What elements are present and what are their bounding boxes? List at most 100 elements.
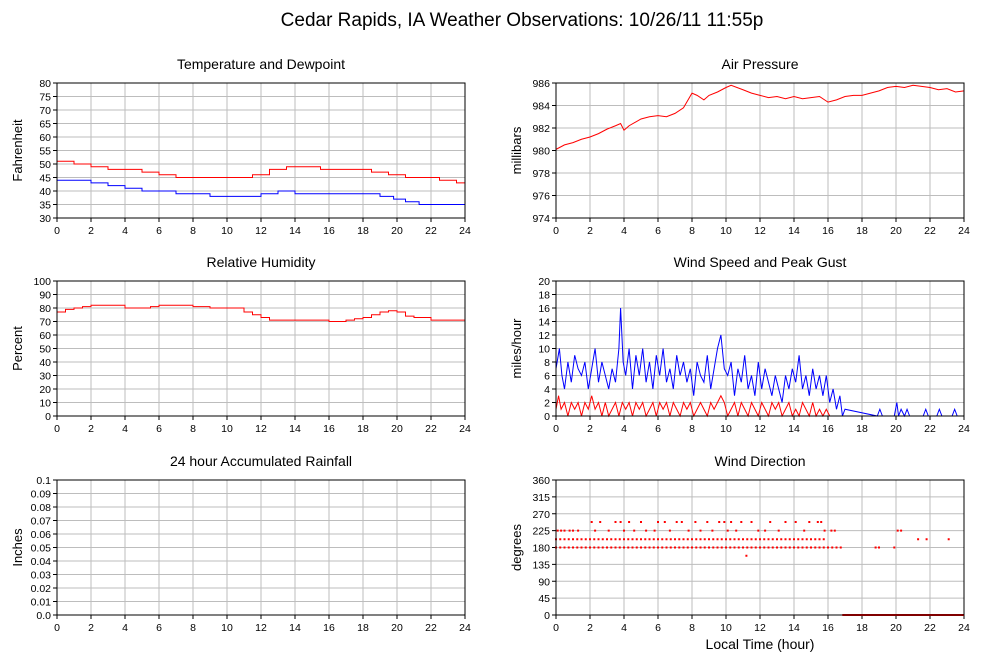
- scatter-point: [808, 521, 811, 523]
- x-tick-label: 8: [689, 423, 695, 435]
- scatter-point: [594, 529, 597, 532]
- scatter-point: [822, 538, 825, 541]
- scatter-point: [830, 529, 833, 532]
- scatter-point: [556, 529, 559, 532]
- scatter-point: [814, 546, 817, 549]
- x-tick-label: 20: [391, 423, 403, 435]
- x-tick-label: 22: [425, 225, 437, 237]
- scatter-point: [763, 546, 766, 549]
- scatter-point: [618, 546, 621, 549]
- x-tick-label: 22: [924, 423, 936, 435]
- y-axis-label: miles/hour: [509, 318, 524, 379]
- y-tick-label: 35: [39, 200, 51, 212]
- y-tick-label: 90: [39, 290, 51, 302]
- scatter-point: [686, 546, 689, 549]
- x-tick-label: 22: [425, 622, 437, 634]
- scatter-point: [780, 546, 783, 549]
- scatter-point: [746, 538, 749, 541]
- scatter-point: [764, 529, 767, 532]
- y-tick-label: 12: [538, 330, 550, 342]
- plot-frame: [56, 82, 466, 219]
- y-tick-label: 40: [39, 357, 51, 369]
- x-tick-label: 24: [459, 622, 471, 634]
- scatter-point: [737, 546, 740, 549]
- y-tick-label: 270: [532, 509, 550, 521]
- x-tick-label: 0: [54, 423, 60, 435]
- scatter-point: [559, 538, 562, 541]
- scatter-point: [597, 538, 600, 541]
- x-tick-label: 2: [587, 423, 593, 435]
- scatter-point: [576, 546, 579, 549]
- scatter-point: [726, 529, 729, 532]
- x-tick-label: 22: [924, 622, 936, 634]
- x-tick-label: 20: [391, 225, 403, 237]
- panel-temperature: 0 2 4 6 8 10 12 14 16 18 20 22 243035404550556065707…: [10, 56, 471, 237]
- y-tick-label: 80: [39, 78, 51, 90]
- x-tick-label: 8: [689, 622, 695, 634]
- x-tick-label: 4: [122, 622, 128, 634]
- scatter-point: [767, 546, 770, 549]
- y-tick-label: 60: [39, 132, 51, 144]
- scatter-point: [633, 529, 636, 532]
- x-tick-label: 14: [289, 225, 301, 237]
- x-tick-label: 18: [357, 622, 369, 634]
- x-tick-label: 10: [720, 225, 732, 237]
- x-tick-label: 4: [122, 423, 128, 435]
- y-tick-label: 0.07: [31, 516, 52, 528]
- scatter-point: [699, 538, 702, 541]
- scatter-point: [947, 538, 950, 541]
- x-tick-label: 6: [156, 423, 162, 435]
- scatter-point: [777, 529, 780, 532]
- series-line-0: [555, 307, 964, 418]
- scatter-point: [917, 538, 920, 541]
- scatter-point: [669, 538, 672, 541]
- scatter-point: [737, 538, 740, 541]
- x-tick-label: 24: [958, 225, 970, 237]
- scatter-point: [708, 546, 710, 549]
- scatter-point: [640, 546, 642, 549]
- x-tick-label: 12: [754, 225, 766, 237]
- x-tick-label: 16: [822, 423, 834, 435]
- y-tick-label: 70: [39, 105, 51, 117]
- scatter-point: [742, 538, 744, 541]
- scatter-point: [711, 529, 714, 532]
- scatter-point: [733, 546, 736, 549]
- y-tick-label: 8: [544, 357, 550, 369]
- scatter-point: [682, 538, 685, 541]
- x-tick-label: 4: [621, 225, 627, 237]
- scatter-point: [675, 521, 678, 523]
- scatter-point: [805, 538, 808, 541]
- scatter-point: [797, 538, 800, 541]
- panel-rainfall: 0 2 4 6 8 10 12 14 16 18 20 22 240.00.010.020.030.04…: [10, 453, 471, 634]
- scatter-point: [831, 546, 834, 549]
- y-tick-label: 360: [532, 475, 550, 487]
- scatter-point: [827, 546, 829, 549]
- y-tick-label: 982: [532, 123, 550, 135]
- scatter-point: [803, 529, 806, 532]
- scatter-point: [668, 529, 671, 532]
- y-tick-label: 18: [538, 290, 550, 302]
- scatter-point: [776, 538, 778, 541]
- scatter-point: [640, 538, 642, 541]
- scatter-point: [614, 546, 617, 549]
- x-tick-label: 2: [587, 622, 593, 634]
- scatter-point: [593, 538, 596, 541]
- scatter-point: [674, 538, 676, 541]
- x-tick-label: 24: [459, 225, 471, 237]
- scatter-point: [708, 538, 710, 541]
- scatter-point: [776, 546, 778, 549]
- x-tick-label: 4: [621, 622, 627, 634]
- scatter-point: [818, 546, 821, 549]
- plot-frame: [56, 280, 466, 417]
- scatter-point: [589, 538, 591, 541]
- scatter-point: [833, 529, 836, 532]
- y-axis-label: Percent: [10, 326, 25, 371]
- scatter-point: [572, 529, 574, 532]
- scatter-point: [699, 529, 702, 532]
- x-tick-label: 24: [958, 622, 970, 634]
- scatter-point: [788, 538, 791, 541]
- y-tick-label: 4: [544, 384, 550, 396]
- scatter-point: [716, 546, 719, 549]
- scatter-point: [563, 538, 566, 541]
- y-tick-label: 0.0: [36, 610, 51, 622]
